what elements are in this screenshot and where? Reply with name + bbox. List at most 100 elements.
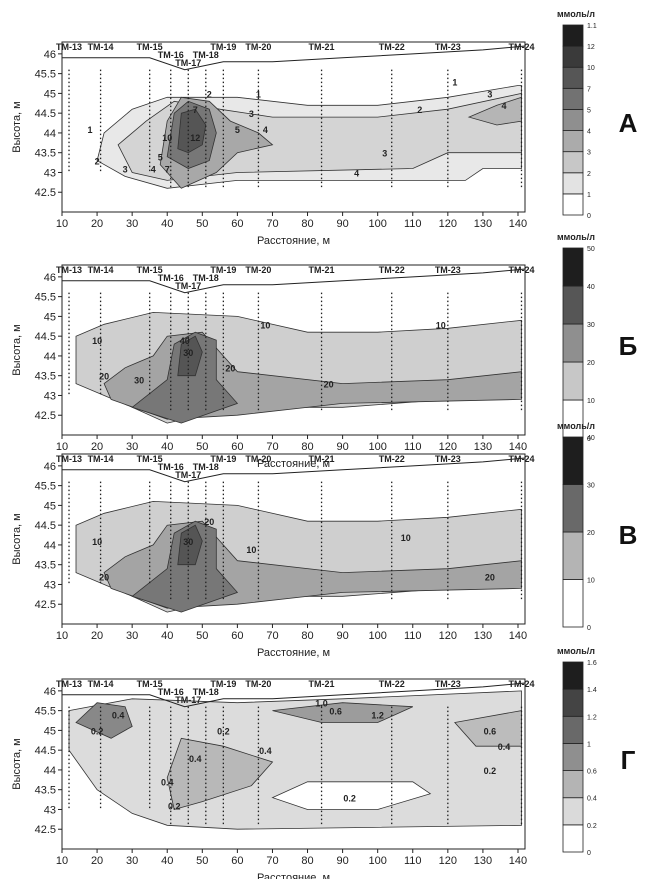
x-tick-label: 100	[369, 441, 387, 453]
colorbar-tick-label: 0.2	[587, 823, 597, 830]
x-tick-label: 20	[91, 630, 103, 642]
well-label: ТМ-15	[137, 265, 163, 275]
contour-label: 10	[401, 533, 411, 543]
well-label: ТМ-19	[210, 679, 236, 689]
y-tick-label: 44.5	[35, 331, 56, 343]
x-tick-label: 70	[266, 630, 278, 642]
well-label: ТМ-21	[309, 265, 335, 275]
well-label: ТМ-15	[137, 454, 163, 464]
colorbar-tick-label: 30	[587, 483, 595, 490]
colorbar-tick-label: 10	[587, 65, 595, 72]
x-tick-label: 90	[336, 855, 348, 867]
x-tick-label: 20	[91, 218, 103, 230]
well-label: ТМ-13	[56, 265, 82, 275]
contour-label: 0.4	[259, 746, 272, 756]
contour-label: 20	[485, 573, 495, 583]
colorbar-tick-label: 40	[587, 284, 595, 291]
contour-label: 0.2	[91, 726, 104, 736]
colorbar-segment	[562, 484, 584, 533]
colorbar-unit-label: ммоль/л	[557, 232, 595, 242]
contour-label: 1.0	[315, 699, 328, 709]
zone-level-30	[131, 520, 239, 613]
well-label: ТМ-16	[158, 50, 184, 60]
contour-label: 0.2	[168, 801, 181, 811]
x-tick-label: 90	[336, 630, 348, 642]
x-tick-label: 140	[509, 855, 527, 867]
plot-frame	[61, 453, 526, 625]
well-label: ТМ-19	[210, 42, 236, 52]
colorbar-tick-label: 1	[587, 741, 591, 748]
contour-label: 40	[180, 336, 190, 346]
contour-label: 0.4	[161, 778, 174, 788]
colorbar-tick-label: 7	[587, 86, 591, 93]
well-label: ТМ-22	[379, 454, 405, 464]
y-axis-label: Высота, м	[11, 513, 23, 564]
y-axis-label: Высота, м	[11, 101, 23, 152]
x-tick-label: 130	[474, 630, 492, 642]
x-tick-label: 130	[474, 855, 492, 867]
x-tick-label: 40	[161, 855, 173, 867]
well-label: ТМ-24	[508, 265, 534, 275]
colorbar-segment	[562, 130, 584, 153]
colorbar-unit-label: ммоль/л	[557, 646, 595, 656]
colorbar-unit-label: ммоль/л	[557, 421, 595, 431]
x-tick-label: 40	[161, 630, 173, 642]
contour-label: 3	[487, 89, 492, 99]
contour-label: 20	[225, 364, 235, 374]
contour-label: 10	[436, 320, 446, 330]
x-tick-label: 10	[56, 630, 68, 642]
panel-letter: А	[619, 108, 638, 138]
y-tick-label: 43.5	[35, 560, 56, 572]
x-tick-label: 90	[336, 441, 348, 453]
well-label: ТМ-18	[193, 462, 219, 472]
x-tick-label: 80	[301, 218, 313, 230]
colorbar-tick-label: 0.4	[587, 796, 597, 803]
well-label: ТМ-23	[435, 454, 461, 464]
contour-label: 0.6	[484, 726, 497, 736]
y-tick-label: 46	[44, 461, 56, 473]
y-tick-label: 44	[44, 351, 56, 363]
contour-label: 0.4	[112, 711, 125, 721]
colorbar-segment	[562, 87, 584, 110]
x-tick-label: 110	[404, 441, 422, 453]
x-tick-label: 70	[266, 855, 278, 867]
well-label: ТМ-21	[309, 42, 335, 52]
y-tick-label: 44.5	[35, 520, 56, 532]
zone-level-1.0	[272, 702, 413, 723]
x-tick-label: 140	[509, 218, 527, 230]
y-tick-label: 46	[44, 686, 56, 698]
well-label: ТМ-20	[245, 265, 271, 275]
well-label: ТМ-21	[309, 679, 335, 689]
colorbar-unit-label: ммоль/л	[557, 9, 595, 19]
contour-label: 2	[417, 105, 422, 115]
well-label: ТМ-22	[379, 42, 405, 52]
zone-level-3	[467, 96, 522, 126]
well-label: ТМ-19	[210, 454, 236, 464]
colorbar-tick-label: 30	[587, 322, 595, 329]
y-tick-label: 45.5	[35, 292, 56, 304]
x-tick-label: 60	[231, 218, 243, 230]
colorbar-segment	[562, 45, 584, 68]
ground-surface-line	[62, 457, 526, 483]
well-label: ТМ-17	[175, 281, 201, 291]
y-tick-label: 45	[44, 500, 56, 512]
contour-label: 1.2	[371, 711, 384, 721]
well-label: ТМ-24	[508, 42, 534, 52]
colorbar-tick-label: 50	[587, 246, 595, 253]
x-tick-label: 100	[369, 218, 387, 230]
y-tick-label: 42.5	[35, 410, 56, 422]
x-tick-label: 110	[404, 630, 422, 642]
x-tick-label: 120	[439, 630, 457, 642]
well-label: ТМ-18	[193, 273, 219, 283]
zone-level-40	[177, 335, 203, 377]
x-tick-label: 120	[439, 441, 457, 453]
x-tick-label: 10	[56, 855, 68, 867]
y-tick-label: 43	[44, 390, 56, 402]
well-label: ТМ-15	[137, 42, 163, 52]
colorbar-tick-label: 40	[587, 435, 595, 442]
well-label: ТМ-22	[379, 679, 405, 689]
colorbar-segment	[562, 531, 584, 580]
well-label: ТМ-20	[245, 454, 271, 464]
y-tick-label: 42.5	[35, 824, 56, 836]
